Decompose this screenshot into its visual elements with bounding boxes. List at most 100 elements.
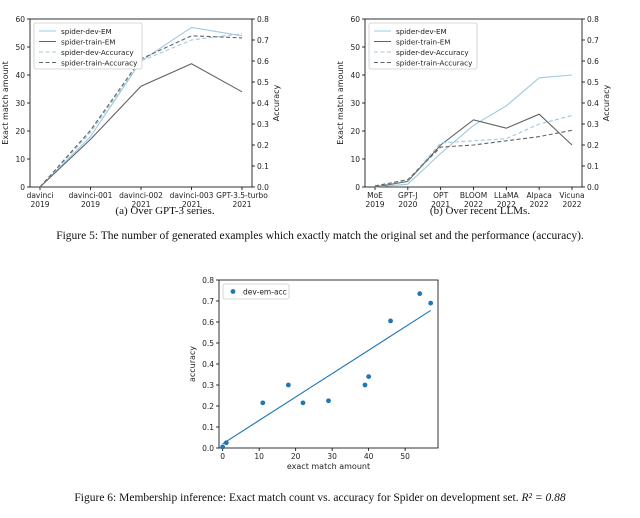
chart-a-y2tick-label: 0.1	[257, 162, 269, 171]
chart-b-y2tick-label: 0.7	[587, 36, 599, 45]
chart-c-ytick-label: 0.6	[202, 318, 214, 327]
chart-a-series-spider-train-EM	[39, 63, 243, 188]
chart-b-ytick-label: 30	[350, 99, 360, 108]
chart-c-xlabel: exact match amount	[287, 462, 370, 471]
chart-c-point	[388, 318, 393, 324]
chart-a-series-spider-dev-EM	[39, 26, 243, 188]
chart-c-point	[300, 400, 306, 406]
chart-a-y2tick-label: 0.3	[257, 120, 269, 129]
chart-b-xtick-label: BLOOM	[460, 191, 487, 200]
chart-b-xtick-label: Vicuna	[559, 191, 584, 200]
chart-c-ytick-label: 0.4	[202, 360, 214, 369]
chart-a-legend-label: spider-dev-Accuracy	[61, 48, 134, 57]
caption-figure-6-r2: R² = 0.88	[521, 492, 566, 504]
chart-c-point	[428, 300, 434, 306]
chart-c-point	[260, 400, 266, 406]
chart-a-y2tick-label: 0.2	[257, 141, 269, 150]
chart-a-legend-label: spider-train-EM	[61, 37, 115, 46]
caption-subfigure-b: (b) Over recent LLMs.	[429, 205, 531, 217]
chart-c-xtick-label: 0	[220, 452, 225, 461]
chart-c-point	[220, 444, 226, 450]
chart-a-legend-label: spider-train-Accuracy	[61, 58, 138, 67]
chart-c-xtick-label: 50	[400, 452, 410, 461]
chart-b-series-spider-dev-Accuracy	[374, 115, 573, 187]
chart-a-series-spider-train-Accuracy	[39, 35, 243, 188]
chart-b-y2tick-label: 0.8	[587, 15, 599, 24]
chart-a-ytick-label: 0	[20, 183, 25, 192]
chart-b-series-spider-train-Accuracy	[374, 129, 573, 187]
chart-c-ytick-label: 0.8	[202, 276, 214, 285]
chart-a-xtick-label: davinci	[27, 191, 54, 200]
chart-b-series-spider-dev-EM	[374, 74, 573, 188]
chart-b-legend-box	[368, 22, 478, 70]
chart-a-series-spider-dev-Accuracy	[39, 33, 243, 188]
chart-b-ytick-label: 50	[350, 43, 360, 52]
chart-a-frame	[29, 18, 253, 188]
caption-figure-5: Figure 5: The number of generated exampl…	[56, 230, 584, 242]
caption-figure-6-text: Figure 6: Membership inference: Exact ma…	[74, 492, 519, 504]
chart-a-ytick-label: 50	[15, 43, 25, 52]
chart-a-y2tick-label: 0.0	[257, 183, 269, 192]
chart-b-frame	[364, 18, 583, 188]
chart-b-ytick-label: 60	[350, 15, 360, 24]
chart-a-ytick-label: 30	[15, 99, 25, 108]
chart-c-fit-line	[222, 309, 431, 445]
chart-a-y2tick-label: 0.8	[257, 15, 269, 24]
chart-c-ytick-label: 0.5	[202, 339, 214, 348]
chart-c-point	[362, 382, 368, 388]
chart-c-ylabel: accuracy	[188, 346, 197, 382]
chart-b-xtick-label: Alpaca	[527, 191, 552, 200]
chart-c-ytick-label: 0.1	[202, 423, 214, 432]
chart-b-legend-label: spider-dev-EM	[396, 27, 447, 36]
chart-c-point	[417, 291, 423, 297]
chart-c-xtick-label: 10	[254, 452, 264, 461]
chart-b-legend-label: spider-train-Accuracy	[396, 58, 473, 67]
chart-a-legend-label: spider-dev-EM	[61, 27, 112, 36]
chart-a-y2tick-label: 0.7	[257, 36, 269, 45]
chart-a-legend-box	[33, 22, 143, 70]
chart-b-ytick-label: 40	[350, 71, 360, 80]
chart-a-ytick-label: 10	[15, 155, 25, 164]
chart-b-y2tick-label: 0.1	[587, 162, 599, 171]
chart-a-ytick-label: 60	[15, 15, 25, 24]
chart-b-ylabel: Exact match amount	[336, 61, 345, 144]
chart-c-ytick-label: 0.2	[202, 402, 214, 411]
chart-b-y2label: Accuracy	[602, 84, 611, 121]
chart-a-y2tick-label: 0.5	[257, 78, 269, 87]
chart-a-xtick-label: davinci-002	[119, 191, 163, 200]
chart-a-y2label: Accuracy	[272, 84, 281, 121]
chart-b-xtick-label: MoE	[367, 191, 383, 200]
chart-c-frame	[218, 279, 439, 449]
chart-a-xtick-label: davinci-001	[69, 191, 113, 200]
chart-c-ytick-label: 0.7	[202, 297, 214, 306]
chart-b-y2tick-label: 0.5	[587, 78, 599, 87]
chart-b-y2tick-label: 0.3	[587, 120, 599, 129]
chart-c-ytick-label: 0.3	[202, 381, 214, 390]
chart-b-legend-label: spider-dev-Accuracy	[396, 48, 469, 57]
chart-c-xtick-label: 40	[364, 452, 374, 461]
chart-b-series-spider-train-EM	[374, 113, 573, 188]
chart-b-y2tick-label: 0.0	[587, 183, 599, 192]
chart-c-point	[366, 374, 372, 379]
chart-b-ytick-label: 20	[350, 127, 360, 136]
chart-c-xtick-label: 30	[327, 452, 337, 461]
chart-a-ylabel: Exact match amount	[1, 61, 10, 144]
chart-b-xtick-label: GPT-J	[398, 191, 418, 200]
chart-c-point	[223, 440, 229, 446]
chart-c-legend-box	[222, 283, 290, 300]
chart-b-ytick-label: 10	[350, 155, 360, 164]
chart-c-point	[326, 398, 331, 404]
chart-a-y2tick-label: 0.4	[257, 99, 269, 108]
caption-subfigure-a: (a) Over GPT-3 series.	[115, 205, 215, 217]
chart-c-ytick-label: 0.0	[202, 444, 214, 453]
chart-a-xtick-label: davinci-003	[170, 191, 214, 200]
chart-c-legend-swatch	[230, 289, 236, 294]
chart-b-y2tick-label: 0.4	[587, 99, 599, 108]
chart-b-legend-label: spider-train-EM	[396, 37, 450, 46]
chart-a-ytick-label: 20	[15, 127, 25, 136]
chart-b-xtick-label: LLaMA	[494, 191, 519, 200]
chart-c-legend-label: dev-em-acc	[243, 287, 287, 296]
chart-c-point	[285, 382, 291, 388]
chart-b-y2tick-label: 0.2	[587, 141, 599, 150]
